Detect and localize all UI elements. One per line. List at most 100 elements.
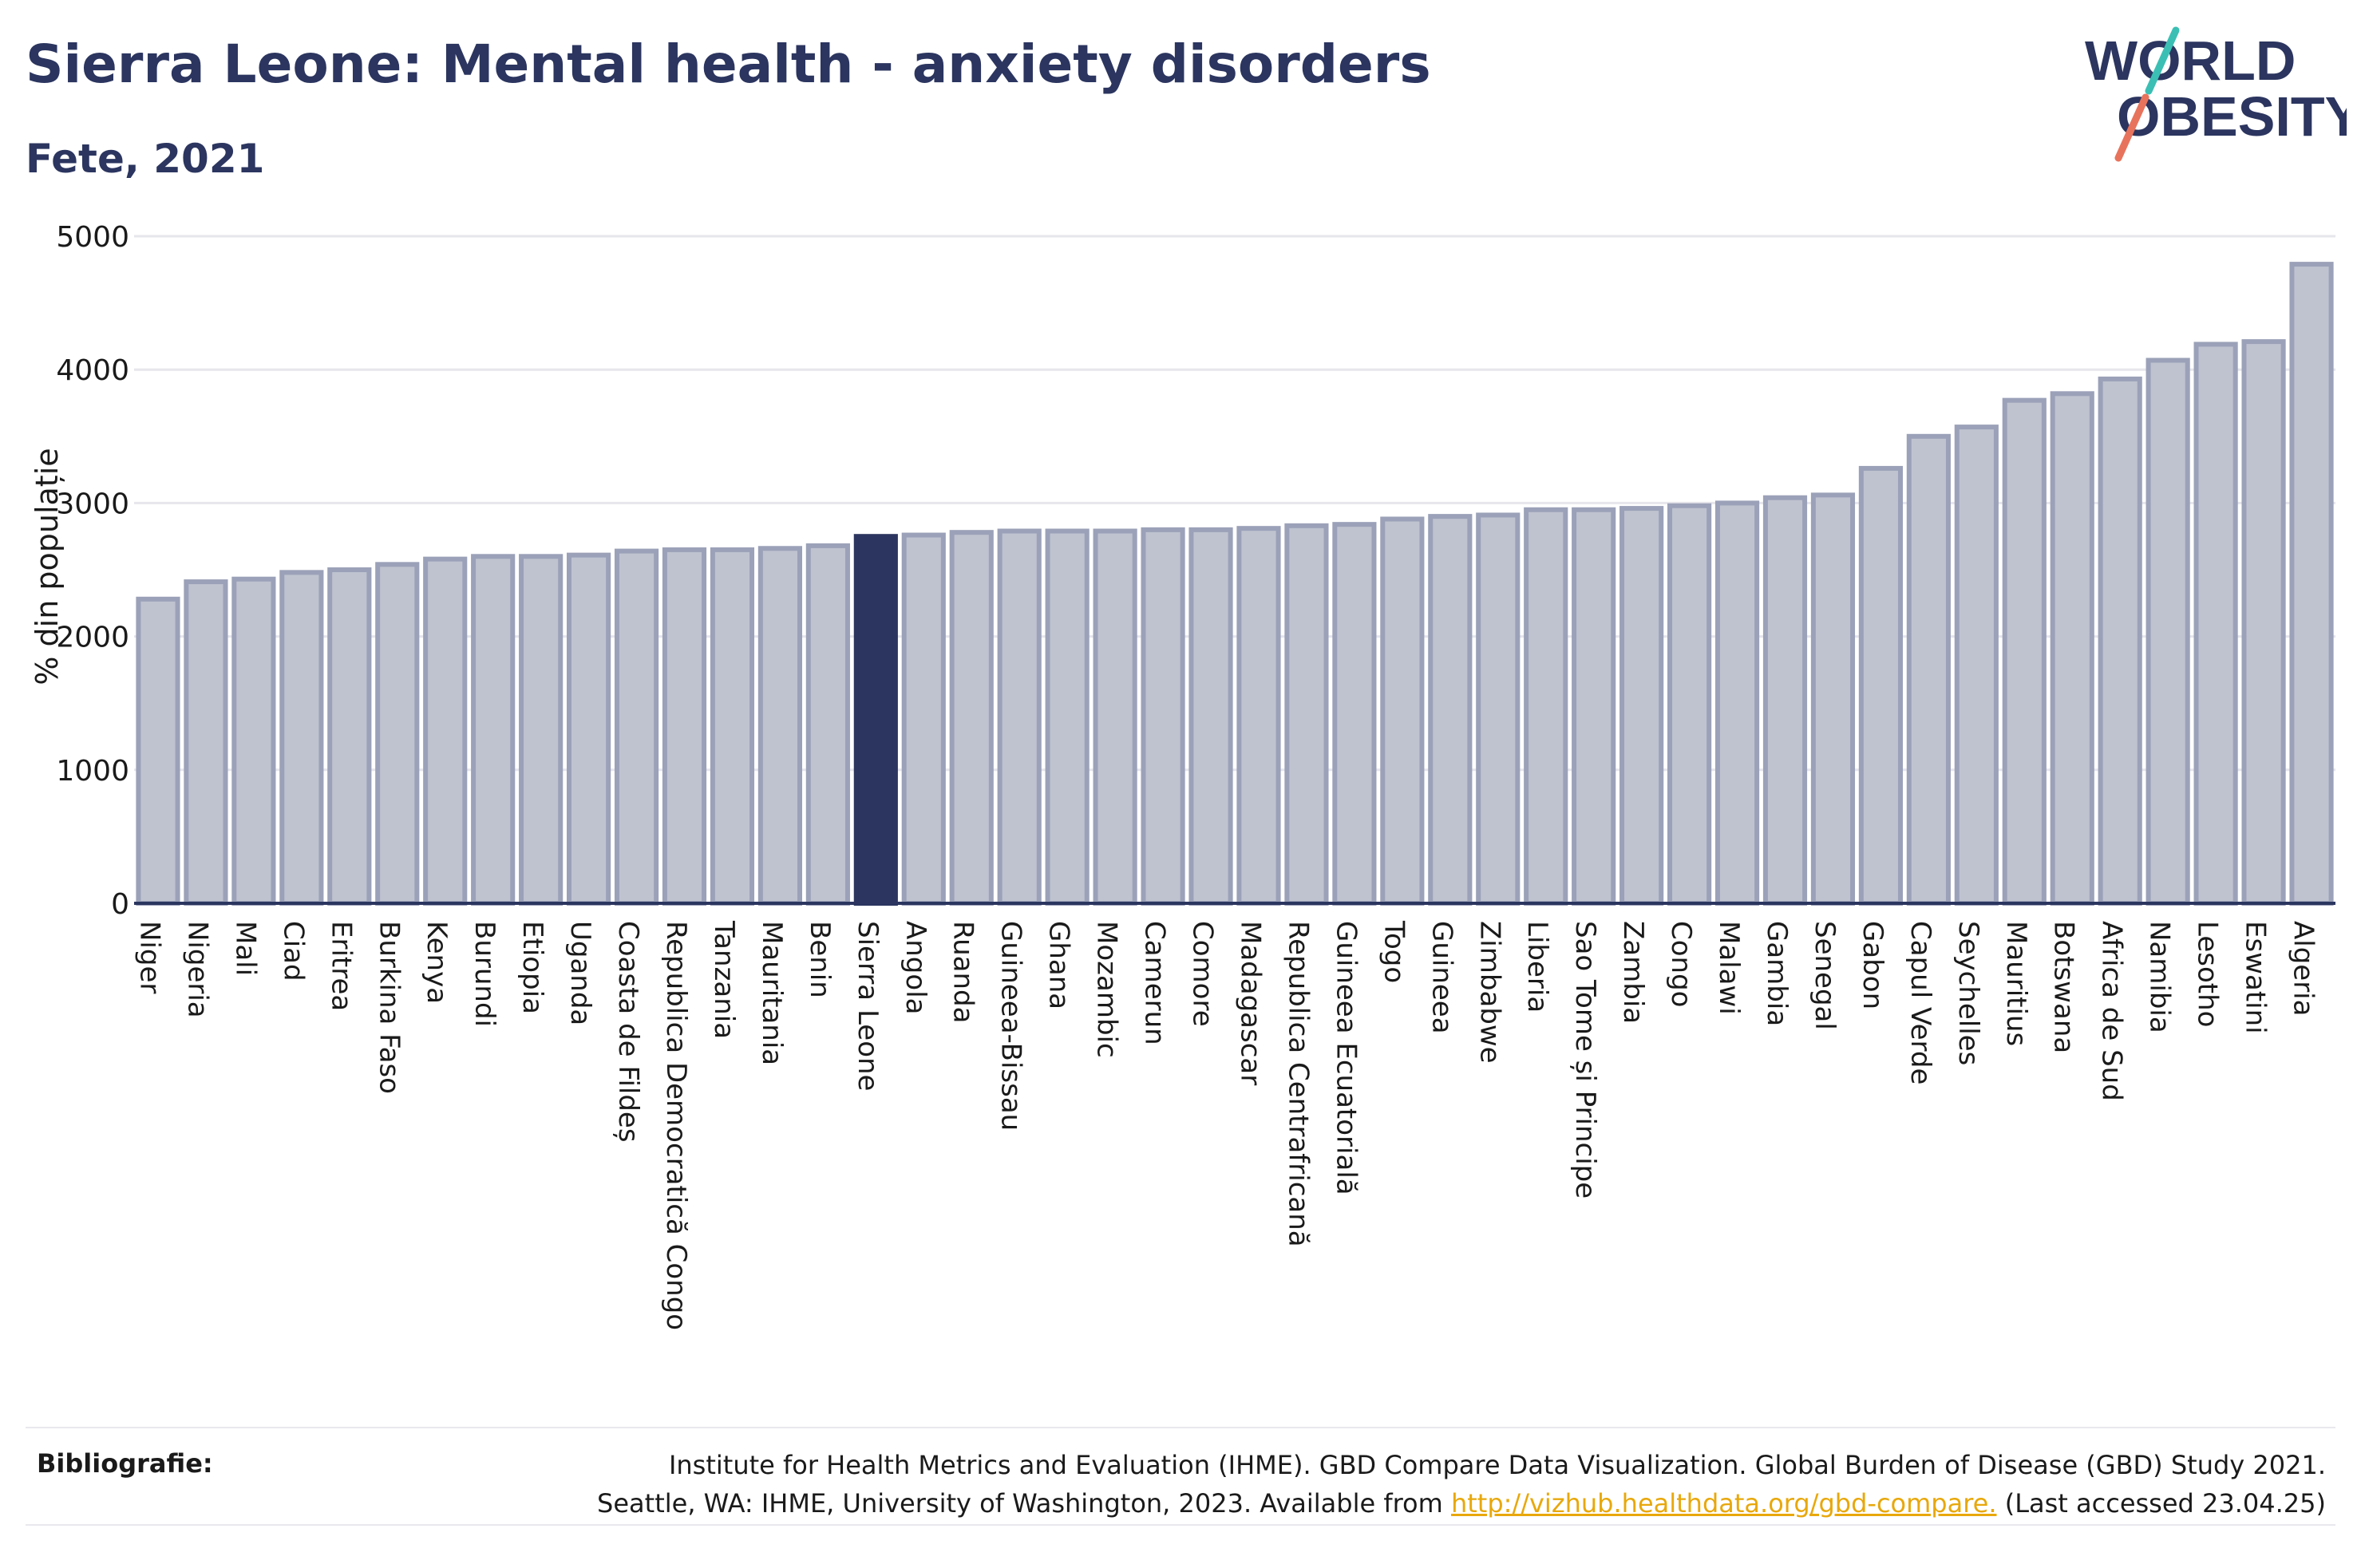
bar-mozambic xyxy=(1093,528,1137,906)
x-tick-label: Ciad xyxy=(277,921,309,981)
bar-senegal xyxy=(1810,492,1856,906)
bar-coasta-de-fildeș xyxy=(614,548,659,906)
x-tick-label: Africa de Sud xyxy=(2096,921,2128,1101)
bibliography-line1: Institute for Health Metrics and Evaluat… xyxy=(668,1450,2326,1480)
bar-angola xyxy=(901,532,946,906)
x-tick-label: Mauritania xyxy=(756,921,788,1065)
x-tick-label: Mauritius xyxy=(2000,921,2032,1046)
bar-kenya xyxy=(423,556,468,906)
y-tick-label: 1000 xyxy=(56,755,129,788)
x-tick-label: Ghana xyxy=(1043,921,1075,1009)
x-tick-label: Liberia xyxy=(1521,921,1553,1013)
bar-nigeria xyxy=(184,579,228,906)
x-tick-label: Uganda xyxy=(564,921,596,1025)
y-tick-label: 0 xyxy=(111,888,129,921)
bar-lesotho xyxy=(2193,342,2238,906)
x-tick-label: Mozambic xyxy=(1091,921,1123,1058)
bar-camerun xyxy=(1141,527,1185,906)
bibliography-line2: Seattle, WA: IHME, University of Washing… xyxy=(490,1484,2326,1523)
x-tick-label: Guineea Ecuatorială xyxy=(1330,921,1362,1195)
x-tick-label: Zimbabwe xyxy=(1473,921,1505,1064)
x-tick-label: Kenya xyxy=(421,921,453,1004)
bar-namibia xyxy=(2145,357,2190,906)
bar-ghana xyxy=(1045,528,1090,906)
bar-liberia xyxy=(1524,507,1568,906)
y-tick-label: 5000 xyxy=(56,221,129,254)
logo-line2: OBESITY xyxy=(2117,85,2347,148)
x-tick-label: Burundi xyxy=(469,921,500,1027)
bar-zimbabwe xyxy=(1476,512,1521,906)
bibliography-link[interactable]: http://vizhub.healthdata.org/gbd-compare… xyxy=(1450,1488,1997,1519)
x-tick-label: Sierra Leone xyxy=(852,921,884,1091)
bar-sierra-leone xyxy=(853,534,898,906)
bar-eritrea xyxy=(327,567,372,906)
labels-layer: 0 1000 2000 3000 4000 5000 Niger Nigeria Mali Cia… xyxy=(56,221,2319,1330)
bar-mauritius xyxy=(2002,397,2047,906)
x-tick-label: Ruanda xyxy=(947,921,979,1023)
bar-mali xyxy=(231,576,276,906)
bar-tanzania xyxy=(710,547,755,906)
bibliography-line2-suffix: (Last accessed 23.04.25) xyxy=(2004,1488,2326,1519)
bar-etiopia xyxy=(519,554,564,906)
bar-guineea xyxy=(1428,514,1473,906)
x-tick-label: Zambia xyxy=(1617,921,1649,1024)
x-tick-label: Angola xyxy=(900,921,931,1014)
x-tick-label: Gambia xyxy=(1761,921,1793,1026)
x-tick-label: Mali xyxy=(229,921,261,976)
bibliography-line2-prefix: Seattle, WA: IHME, University of Washing… xyxy=(597,1488,1443,1519)
bar-congo xyxy=(1667,503,1712,906)
bar-malawi xyxy=(1714,500,1760,906)
bar-gabon xyxy=(1858,465,1903,906)
bibliography-label: Bibliografie: xyxy=(37,1448,213,1479)
bar-seychelles xyxy=(1954,425,1999,906)
x-tick-label: Botswana xyxy=(2048,921,2080,1053)
bar-sao-tome-și-principe xyxy=(1572,507,1616,906)
bar-capul-verde xyxy=(1906,433,1951,906)
bar-burkina-faso xyxy=(375,562,420,906)
bar-republica-centrafricană xyxy=(1284,523,1329,906)
x-tick-label: Niger xyxy=(133,921,165,993)
logo-slash-top xyxy=(2145,26,2180,95)
bar-ciad xyxy=(279,570,324,906)
x-tick-label: Republica Centrafricană xyxy=(1282,921,1314,1247)
x-tick-label: Comore xyxy=(1187,921,1219,1027)
footer-divider-bottom xyxy=(26,1524,2335,1526)
x-tick-label: Eswatini xyxy=(2240,921,2272,1034)
x-tick-label: Etiopia xyxy=(516,921,548,1014)
x-tick-label: Togo xyxy=(1378,920,1410,983)
x-tick-label: Coasta de Fildeș xyxy=(612,921,644,1143)
x-tick-label: Lesotho xyxy=(2192,921,2224,1027)
x-tick-label: Guineea-Bissau xyxy=(995,921,1027,1131)
bar-gambia xyxy=(1762,495,1808,906)
x-tick-label: Gabon xyxy=(1857,921,1888,1009)
y-tick-label: 3000 xyxy=(56,488,129,520)
bar-zambia xyxy=(1619,506,1664,906)
footer-divider-top xyxy=(26,1427,2335,1428)
x-tick-label: Namibia xyxy=(2144,921,2176,1033)
x-tick-label: Sao Tome și Principe xyxy=(1569,921,1601,1199)
x-tick-label: Republica Democratică Congo xyxy=(660,921,692,1330)
bar-niger xyxy=(136,596,180,906)
logo-line1: WORLD xyxy=(2085,30,2296,92)
bar-comore xyxy=(1188,527,1233,906)
bar-ruanda xyxy=(949,530,994,906)
bar-algeria xyxy=(2289,262,2334,906)
x-tick-label: Tanzania xyxy=(708,920,740,1039)
world-obesity-logo: WORLD OBESITY xyxy=(2085,26,2347,162)
bar-eswatini xyxy=(2241,339,2286,906)
bar-botswana xyxy=(2050,391,2094,906)
y-tick-label: 4000 xyxy=(56,354,129,387)
bars-layer xyxy=(136,262,2334,906)
logo-slash-bottom xyxy=(2114,93,2149,162)
bar-uganda xyxy=(567,552,611,906)
x-tick-label: Algeria xyxy=(2288,921,2319,1016)
x-tick-label: Congo xyxy=(1665,921,1697,1007)
chart-subtitle: Fete, 2021 xyxy=(26,136,265,182)
chart-title: Sierra Leone: Mental health - anxiety di… xyxy=(26,34,1431,95)
x-tick-label: Senegal xyxy=(1809,921,1841,1030)
bar-chart: 0 1000 2000 3000 4000 5000 Niger Nigeria Mali Cia… xyxy=(30,221,2335,1330)
bar-republica-democratică-congo xyxy=(662,547,707,906)
x-tick-label: Capul Verde xyxy=(1904,921,1936,1084)
x-tick-label: Guineea xyxy=(1426,921,1457,1034)
bar-guineea-ecuatorială xyxy=(1332,522,1377,906)
